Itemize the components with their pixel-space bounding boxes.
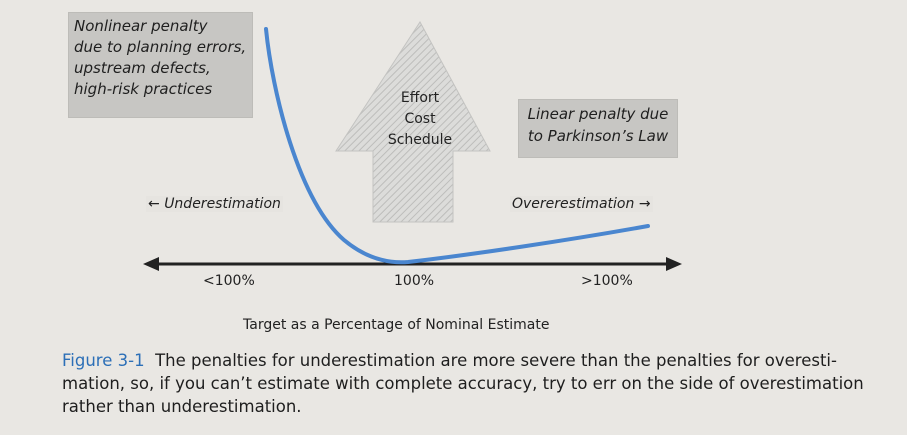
tick-label-under-100: <100% [203,273,255,289]
tick-label-over-100: >100% [581,273,633,289]
penalty-curve [264,27,650,265]
x-axis-left-arrowhead [143,257,159,271]
figure-caption: Figure 3-1 The penalties for underestima… [62,349,892,418]
left-arrow-icon: ← [148,196,160,212]
arrow-label-cost: Cost [404,111,436,127]
x-axis-right-arrowhead [666,257,682,271]
underestimation-label: ← Underestimation [146,196,283,212]
callout-left-line-1: Nonlinear penalty [74,17,208,35]
callout-left-line-3: upstream defects, [74,59,211,77]
figure-number: Figure 3-1 [62,351,145,370]
effort-cost-schedule-arrow [335,21,491,223]
caption-line-1-text: The penalties for underestimation are mo… [144,351,837,370]
callout-right-line-2: to Parkinson’s Law [527,127,669,145]
caption-line-1: Figure 3-1 The penalties for underestima… [62,349,892,372]
linear-penalty-callout: Linear penalty due to Parkinson’s Law [518,99,678,158]
callout-left-line-2: due to planning errors, [74,38,247,56]
underestimation-text: Underestimation [164,196,281,212]
right-arrow-icon: → [638,196,651,212]
nonlinear-penalty-callout: Nonlinear penalty due to planning errors… [68,12,253,118]
overestimation-label: Overerestimation → [510,196,653,212]
caption-line-2: mation, so, if you can’t estimate with c… [62,374,864,393]
arrow-label-schedule: Schedule [387,132,453,148]
overestimation-text: Overerestimation [512,196,635,212]
x-axis-title: Target as a Percentage of Nominal Estima… [243,317,550,333]
callout-left-line-4: high-risk practices [74,80,213,98]
caption-line-3: rather than underestimation. [62,397,302,416]
tick-label-100: 100% [394,273,435,289]
callout-right-line-1: Linear penalty due [527,105,669,123]
effort-cost-schedule-label: Effort Cost Schedule [366,88,474,151]
arrow-label-effort: Effort [400,90,440,106]
